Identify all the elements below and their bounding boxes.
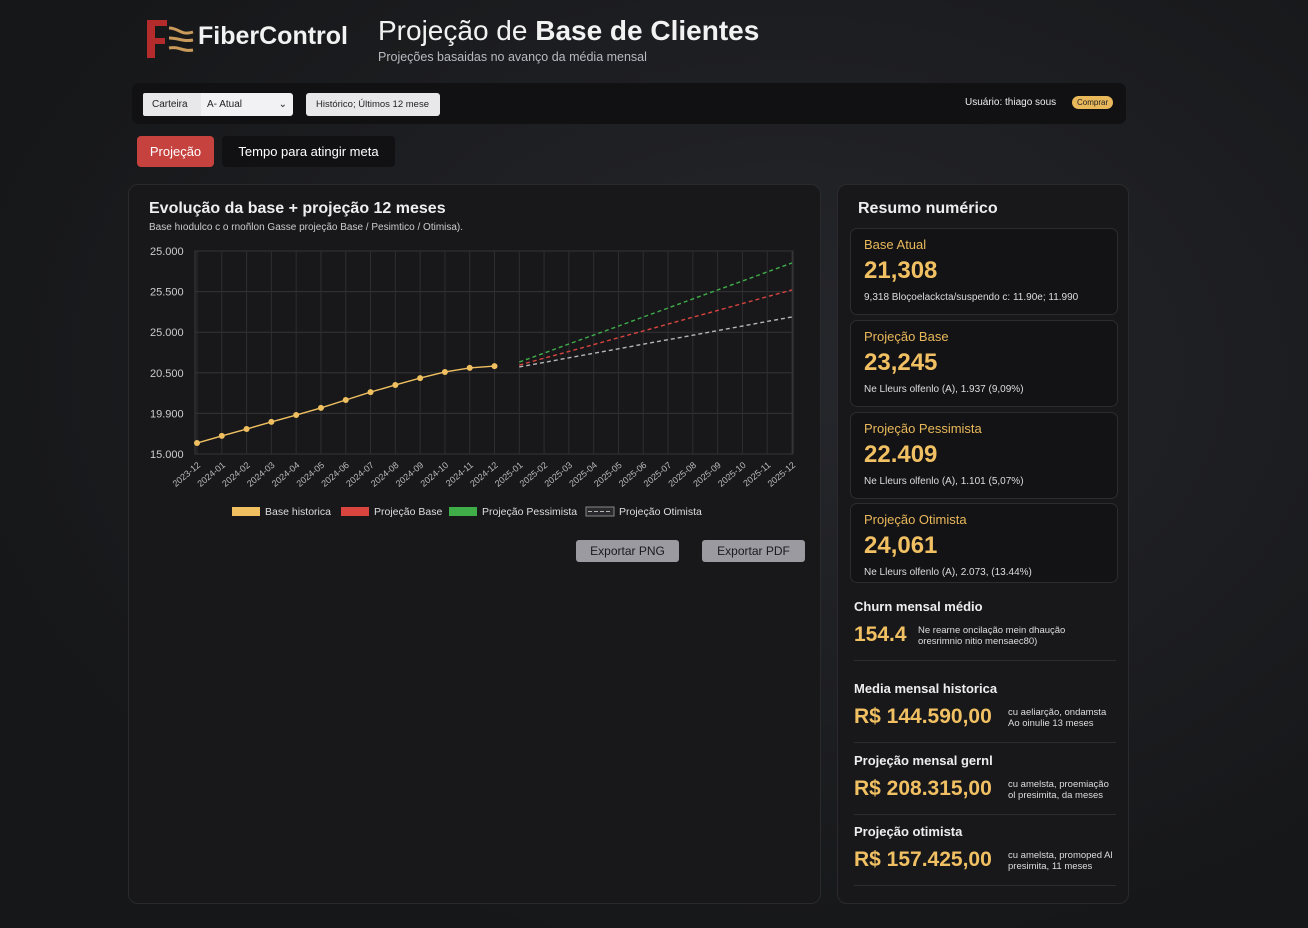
export-png[interactable]: Exportar PNG: [576, 540, 679, 562]
row-note: cu aeliarção, ondamsta Ao oinulie 13 mes…: [1008, 707, 1107, 729]
summary-card: Base Atual 21,308 9,318 Bloçoelackcta/susp…: [850, 228, 1118, 315]
y-tick-label: 25.000: [150, 327, 184, 339]
summary-card: Projeção Pessimista 22.409 Ne Lleurs olfen…: [850, 412, 1118, 499]
page-title: Projeção de Base de Clientes: [378, 15, 759, 47]
summary-row: Media mensal historica R$ 144.590,00 cu ae…: [854, 681, 1116, 743]
tab[interactable]: Tempo para atingir meta: [222, 136, 395, 167]
point: [317, 404, 324, 411]
row-note: cu amelsta, proemiação ol presimita, da …: [1008, 779, 1109, 801]
title-light: Projeção de: [378, 15, 528, 46]
series-line: [519, 316, 793, 368]
portfolio-label: Carteira: [143, 93, 201, 116]
row-label: Projeção otimista: [854, 824, 963, 839]
card-note: Ne Lleurs olfenlo (A), 1.937 (9,09%): [864, 384, 1024, 395]
card-note: Ne Lleurs olfenlo (A), 2.073, (13.44%): [864, 567, 1032, 578]
point: [218, 432, 225, 439]
point: [243, 426, 250, 433]
card-note: Ne Lleurs olfenlo (A), 1.101 (5,07%): [864, 476, 1024, 487]
legend-label: Projeção Base: [374, 506, 442, 518]
user: Usuário: thiago sous: [965, 97, 1057, 108]
legend-swatch: [232, 507, 260, 516]
point: [491, 363, 498, 370]
row-value: R$ 208.315,00: [854, 777, 992, 800]
card-label: Base Atual: [864, 237, 927, 252]
card-value: 24,061: [864, 532, 938, 559]
summary-card: Projeção Base 23,245 Ne Lleurs olfenlo (A)…: [850, 320, 1118, 407]
card-label: Projeção Base: [864, 329, 949, 344]
card-label: Projeção Otimista: [864, 512, 967, 527]
legend-label: Base historica: [265, 506, 331, 518]
row-label: Projeção mensal gernl: [854, 753, 993, 768]
y-tick-label: 25.500: [150, 287, 184, 299]
y-tick-label: 20.500: [150, 368, 184, 380]
logo-icon: [147, 20, 194, 58]
portfolio-value: A- Atual: [207, 99, 243, 110]
row-label: Churn mensal médio: [854, 599, 983, 614]
portfolio-select[interactable]: A- Atual ⌄: [201, 93, 293, 116]
point: [466, 364, 473, 371]
x-tick-label: 2024-10: [418, 460, 450, 489]
badge[interactable]: Comprar: [1072, 96, 1114, 109]
chart-subtitle: Base hıodulco c o rnoñlon Gasse projeção…: [149, 222, 464, 233]
chart-title: Evolução da base + projeção 12 meses: [149, 200, 446, 217]
row-note: cu amelsta, promoped Al presimita, 11 me…: [1008, 850, 1113, 872]
x-tick-label: 2025-10: [716, 460, 748, 489]
summary-title: Resumo numérico: [858, 200, 998, 217]
card-value: 21,308: [864, 257, 938, 284]
legend-label: Projeção Pessimista: [482, 506, 577, 518]
point: [392, 381, 399, 388]
card-value: 22.409: [864, 441, 938, 468]
row-value: R$ 157.425,00: [854, 848, 992, 871]
brand: FiberControl: [198, 22, 348, 50]
summary-card: Projeção Otimista 24,061 Ne Lleurs olfenlo…: [850, 503, 1118, 583]
point: [367, 389, 374, 396]
card-value: 23,245: [864, 349, 938, 376]
y-tick-label: 25.000: [150, 246, 184, 258]
tab-active[interactable]: Projeção: [137, 136, 214, 167]
chart-panel: Evolução da base + projeção 12 meses Bas…: [128, 184, 821, 904]
point: [293, 412, 300, 419]
row-note: Ne rearne oncilação mein dhaução oresrim…: [918, 625, 1066, 647]
point: [417, 375, 424, 382]
y-tick-label: 15.000: [150, 449, 184, 461]
summary-row: Projeção otimista R$ 157.425,00 cu amelsta…: [854, 824, 1116, 886]
x-tick-label: 2025-12: [766, 460, 798, 489]
point: [342, 397, 349, 404]
toolbar: Carteira A- Atual ⌄ Histórico; Últimos 12…: [132, 83, 1126, 124]
row-value: R$ 144.590,00: [854, 705, 992, 728]
row-label: Media mensal historica: [854, 681, 998, 696]
chart: 15.00019.90020.50025.00025.50025.0002023…: [150, 246, 798, 518]
summary-row: Churn mensal médio 154.4 Ne rearne oncilaç…: [854, 599, 1116, 661]
export-pdf[interactable]: Exportar PDF: [702, 540, 805, 562]
legend-swatch: [449, 507, 477, 516]
point: [268, 418, 275, 425]
series-line: [519, 262, 793, 363]
legend-swatch: [341, 507, 369, 516]
point: [441, 368, 448, 375]
series-line: [519, 289, 793, 366]
card-note: 9,318 Bloçoelackcta/suspendo c: 11.90e; …: [864, 292, 1079, 303]
point: [194, 440, 200, 447]
summary-panel: Resumo numérico Base Atual 21,308 9,318 Bl…: [837, 184, 1129, 904]
title-bold: Base de Clientes: [535, 15, 760, 46]
card-label: Projeção Pessimista: [864, 421, 982, 436]
y-tick-label: 19.900: [150, 408, 184, 420]
history-button[interactable]: Histórico; Últimos 12 mese: [306, 93, 440, 116]
subtitle: Projeções basaidas no avanço da média me…: [378, 50, 647, 64]
summary-row: Projeção mensal gernl R$ 208.315,00 cu ame…: [854, 753, 1116, 815]
legend-label: Projeção Otimista: [619, 506, 702, 518]
row-value: 154.4: [854, 623, 907, 646]
